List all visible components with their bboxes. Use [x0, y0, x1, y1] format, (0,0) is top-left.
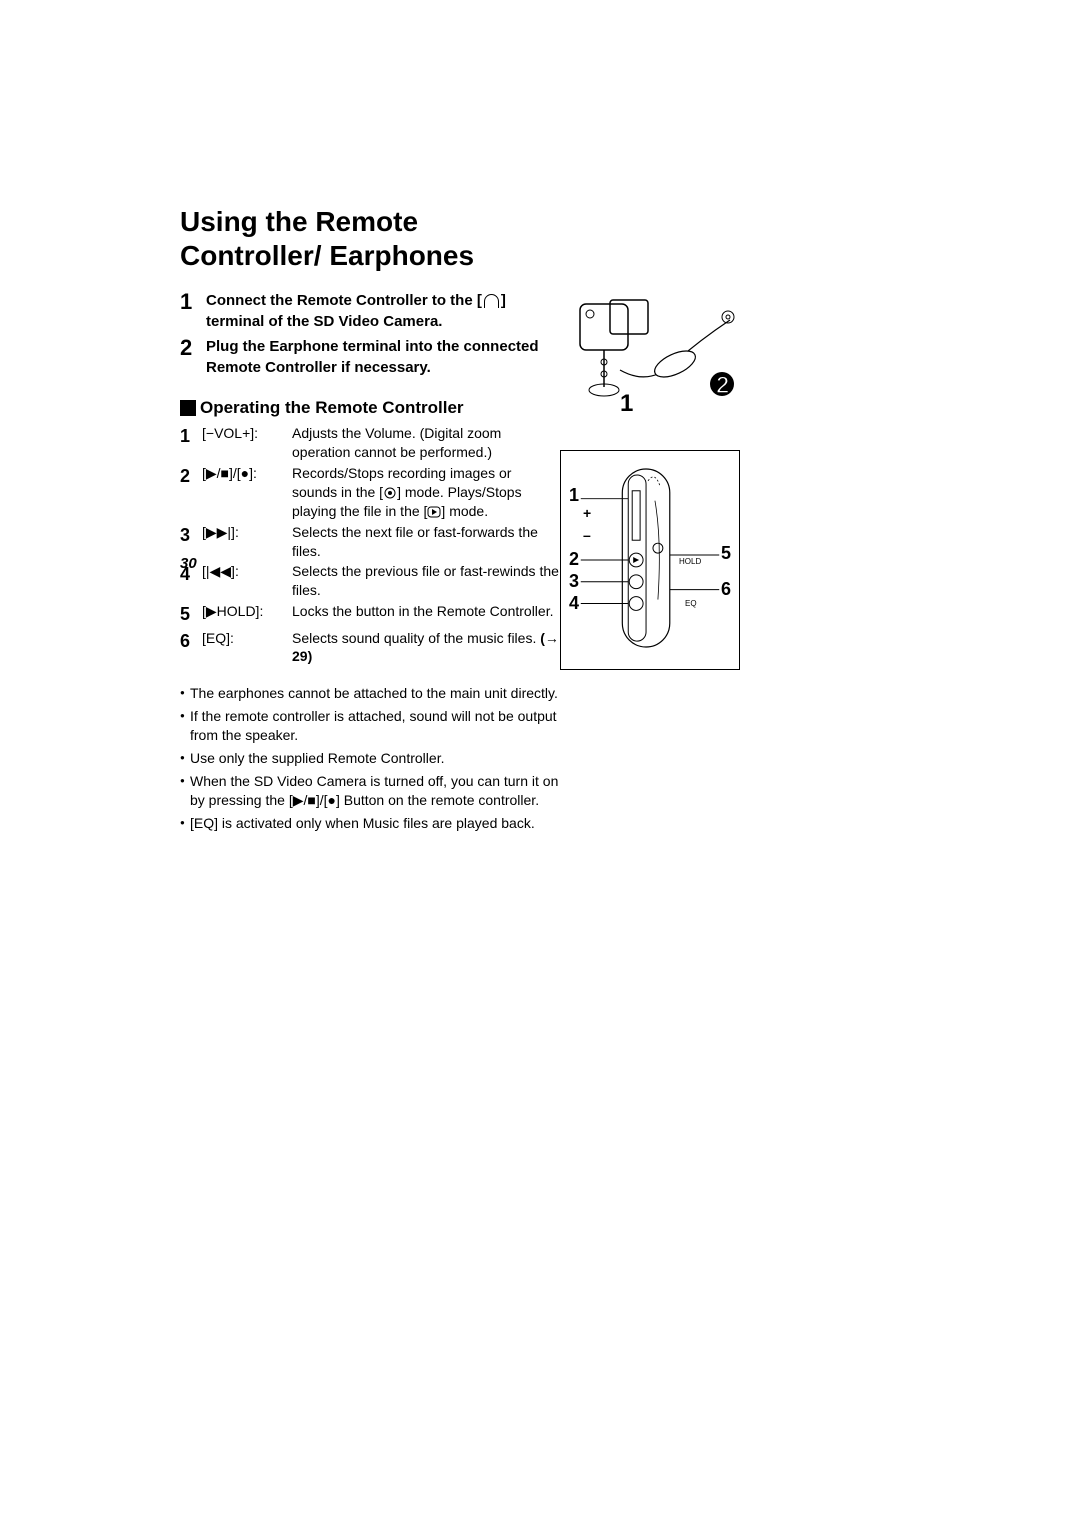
fn-symbol: [EQ]: — [202, 629, 292, 667]
step-number: 2 — [180, 336, 206, 378]
page-number: 30 — [180, 555, 197, 572]
fn-symbol: [▶▶|]: — [202, 523, 292, 561]
fn-number: 2 — [180, 464, 202, 521]
note-item: When the SD Video Camera is turned off, … — [180, 772, 560, 810]
note-item: [EQ] is activated only when Music files … — [180, 814, 560, 833]
fig2-label-6: 6 — [721, 579, 731, 600]
fn-number: 1 — [180, 424, 202, 462]
fn-desc: Selects the previous file or fast-rewind… — [292, 562, 560, 600]
function-list: 1 [−VOL+]: Adjusts the Volume. (Digital … — [180, 424, 560, 666]
fn-number: 5 — [180, 602, 202, 626]
fn-symbol: [−VOL+]: — [202, 424, 292, 462]
fn-desc: Adjusts the Volume. (Digital zoom operat… — [292, 424, 560, 462]
headphone-icon — [484, 294, 499, 308]
step-text: Connect the Remote Controller to the [] … — [206, 290, 560, 332]
fn-symbol: [|◀◀]: — [202, 562, 292, 600]
fn-symbol: [▶/■]/[●]: — [202, 464, 292, 521]
fig2-label-2: 2 — [569, 549, 579, 570]
section-bullet-icon — [180, 400, 196, 416]
function-item: 6 [EQ]: Selects sound quality of the mus… — [180, 629, 560, 667]
fig2-tiny-hold: HOLD — [679, 557, 701, 566]
step-number: 1 — [180, 290, 206, 332]
fig2-label-3: 3 — [569, 571, 579, 592]
fn-number: 6 — [180, 629, 202, 667]
camera-mode-icon — [383, 487, 397, 499]
fn-desc: Selects sound quality of the music files… — [292, 629, 560, 667]
fig2-tiny-eq: EQ — [685, 599, 697, 608]
fn-symbol: [▶HOLD]: — [202, 602, 292, 626]
figure-remote-diagram: 1 2 3 4 5 6 HOLD EQ + – — [560, 450, 740, 670]
fig2-label-1: 1 — [569, 485, 579, 506]
function-item: 3 [▶▶|]: Selects the next file or fast-f… — [180, 523, 560, 561]
notes-list: The earphones cannot be attached to the … — [180, 684, 560, 832]
step-item: 1 Connect the Remote Controller to the [… — [180, 290, 560, 332]
fig2-minus: – — [583, 527, 591, 543]
function-item: 4 [|◀◀]: Selects the previous file or fa… — [180, 562, 560, 600]
note-item: Use only the supplied Remote Controller. — [180, 749, 560, 768]
function-item: 2 [▶/■]/[●]: Records/Stops recording ima… — [180, 464, 560, 521]
fig2-plus: + — [583, 505, 591, 521]
step-item: 2 Plug the Earphone terminal into the co… — [180, 336, 560, 378]
fn-desc: Selects the next file or fast-forwards t… — [292, 523, 560, 561]
section-title: Operating the Remote Controller — [200, 398, 464, 418]
figure1-callout-1: 1 — [620, 390, 633, 418]
fig2-label-5: 5 — [721, 543, 731, 564]
step-text: Plug the Earphone terminal into the conn… — [206, 336, 560, 378]
note-item: If the remote controller is attached, so… — [180, 707, 560, 745]
figure1-callout-2: 2 — [716, 372, 729, 400]
figure-camera-remote: 1 2 — [560, 292, 740, 417]
function-item: 1 [−VOL+]: Adjusts the Volume. (Digital … — [180, 424, 560, 462]
fn-desc: Locks the button in the Remote Controlle… — [292, 602, 560, 626]
play-mode-icon — [427, 506, 441, 518]
fn-desc: Records/Stops recording images or sounds… — [292, 464, 560, 521]
page-title: Using the Remote Controller/ Earphones — [180, 205, 560, 272]
fig2-label-4: 4 — [569, 593, 579, 614]
section-heading: Operating the Remote Controller — [180, 398, 560, 418]
function-item: 5 [▶HOLD]: Locks the button in the Remot… — [180, 602, 560, 626]
note-item: The earphones cannot be attached to the … — [180, 684, 560, 703]
step-list: 1 Connect the Remote Controller to the [… — [180, 290, 560, 378]
